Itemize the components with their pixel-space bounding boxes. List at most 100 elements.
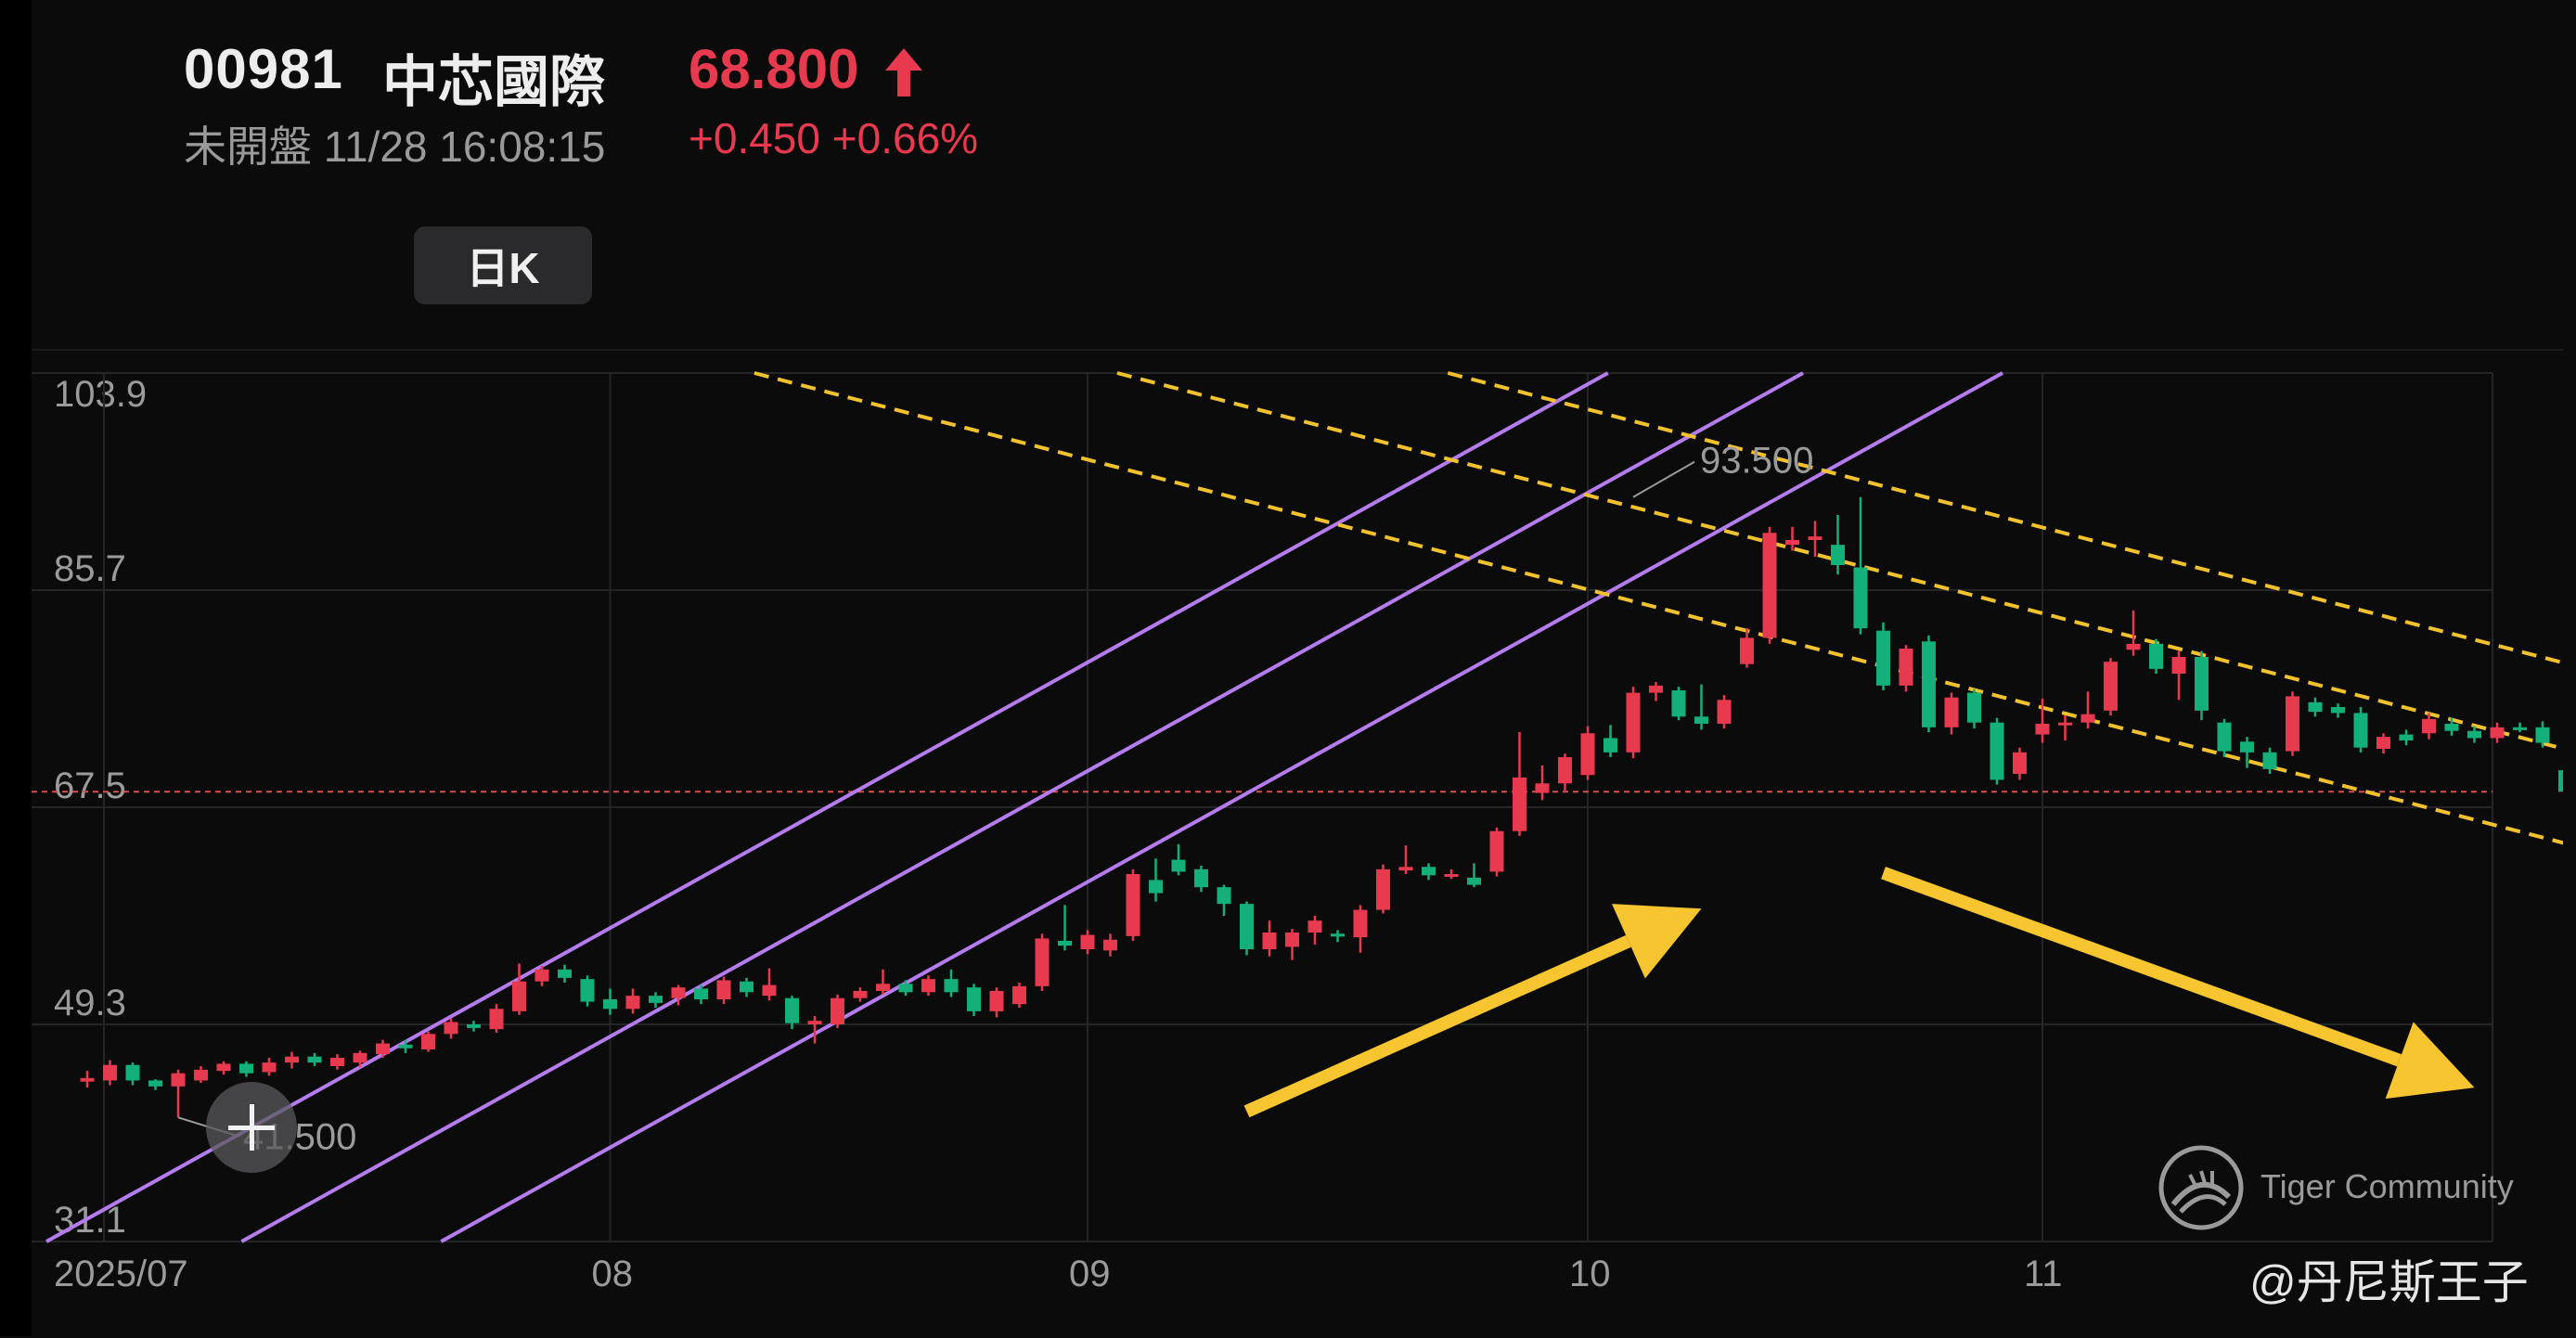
candle-body — [1035, 938, 1050, 986]
candle-body — [2262, 752, 2277, 769]
candle-body — [1171, 859, 1186, 872]
candle-body — [103, 1064, 117, 1081]
candle-body — [239, 1063, 253, 1074]
candle-body — [2331, 707, 2345, 714]
y-tick-label: 103.9 — [54, 374, 147, 415]
candle-body — [467, 1024, 481, 1028]
candle-body — [1944, 697, 1959, 727]
candle-body — [353, 1052, 367, 1063]
candle-body — [558, 969, 572, 978]
candle-body — [671, 987, 686, 998]
candle-body — [398, 1044, 413, 1049]
candle-body — [603, 999, 617, 1010]
candle-body — [1398, 867, 1413, 871]
arrow-up-icon — [885, 48, 922, 96]
candle-body — [1808, 536, 1823, 540]
candle-body — [580, 979, 595, 1002]
crosshair-v — [250, 1104, 254, 1151]
candle-body — [194, 1069, 208, 1081]
candle-body — [944, 979, 959, 993]
candle-body — [1444, 874, 1459, 877]
candle-body — [421, 1034, 435, 1049]
candle-body — [694, 988, 708, 999]
candlestick-chart[interactable]: 103.9 85.7 67.5 49.3 31.1 2025/07 08 09 10 11 93.5… — [32, 349, 2563, 1338]
candle-body — [535, 969, 549, 982]
candle-body — [2080, 714, 2095, 723]
candle-body — [831, 997, 844, 1024]
candle-body — [1671, 690, 1686, 717]
candle-body — [1831, 545, 1845, 565]
candle-body — [1103, 939, 1117, 951]
stock-name: 中芯國際 — [382, 51, 605, 113]
candle-body — [262, 1062, 277, 1073]
candle-body — [1126, 874, 1140, 936]
x-tick-label: 08 — [592, 1254, 634, 1294]
trend-arrow-shaft — [1881, 867, 2402, 1067]
candle-body — [1467, 877, 1481, 885]
y-tick-label: 85.7 — [54, 548, 126, 589]
trend-arrow-head — [1612, 904, 1702, 979]
candle-body — [307, 1056, 322, 1063]
candle-body — [148, 1080, 162, 1087]
last-price: 68.800 — [689, 38, 859, 100]
candle-body — [1422, 867, 1436, 876]
y-tick-label: 67.5 — [54, 765, 126, 806]
candle-body — [989, 991, 1004, 1011]
candle-body — [330, 1058, 344, 1066]
candle-body — [1353, 909, 1368, 938]
candle-body — [2171, 657, 2186, 674]
candle-body — [921, 979, 935, 993]
x-tick-label: 09 — [1069, 1254, 1111, 1294]
candle-body — [1967, 692, 1981, 723]
uptrend-channel-line — [240, 371, 1805, 1243]
candle-body — [2035, 724, 2050, 735]
candle-body — [1604, 738, 1617, 753]
candle-body — [649, 996, 663, 1003]
status-row: 未開盤 11/28 16:08:15 +0.450 +0.66% — [184, 113, 978, 174]
tiger-logo-icon — [2158, 1145, 2244, 1230]
crosshair-icon[interactable] — [206, 1082, 297, 1173]
candle-body — [2286, 696, 2299, 752]
candle-body — [1626, 692, 1641, 753]
candle-body — [2308, 701, 2323, 713]
candle-body — [2149, 643, 2163, 669]
candle-body — [2513, 727, 2527, 730]
candle-body — [2399, 734, 2414, 740]
candle-body — [1990, 722, 2004, 780]
trend-arrow-head — [2385, 1022, 2475, 1100]
uptrend-channel-line — [440, 371, 2003, 1243]
candle-body — [1012, 985, 1026, 1005]
candle-body — [1307, 920, 1322, 933]
candle-body — [1058, 941, 1072, 946]
left-edge-strip — [0, 0, 32, 1336]
candle-body — [2376, 737, 2390, 749]
candle-body — [1376, 868, 1390, 910]
candle-body — [762, 984, 777, 997]
trend-arrow-shaft — [1243, 934, 1631, 1118]
author-handle: @丹尼斯王子 — [2249, 1256, 2529, 1308]
candle-body — [2013, 752, 2027, 774]
candle-body — [1262, 933, 1277, 949]
period-daily-button[interactable]: 日K — [414, 226, 592, 304]
x-tick-label: 2025/07 — [54, 1254, 188, 1294]
candle-body — [1580, 733, 1595, 776]
candle-body — [2558, 770, 2563, 792]
candle-body — [1331, 933, 1345, 937]
candle-body — [785, 997, 799, 1023]
candle-body — [2353, 713, 2368, 748]
candle-body — [2240, 741, 2254, 753]
candle-body — [1762, 533, 1777, 638]
candle-body — [2217, 722, 2232, 752]
chart-svg[interactable]: 103.9 85.7 67.5 49.3 31.1 2025/07 08 09 10 11 93.5… — [32, 351, 2563, 1338]
candle-body — [625, 996, 640, 1010]
candle-body — [171, 1073, 186, 1087]
price-change: +0.450 +0.66% — [689, 114, 979, 162]
candle-body — [2490, 727, 2505, 739]
candle-body — [1785, 540, 1799, 546]
candle-body — [1240, 904, 1254, 949]
uptrend-channel-line — [45, 371, 1609, 1243]
candle-body — [2444, 724, 2459, 731]
candle-body — [1740, 637, 1754, 664]
candle-body — [1194, 868, 1208, 888]
candle-body — [1876, 630, 1890, 686]
